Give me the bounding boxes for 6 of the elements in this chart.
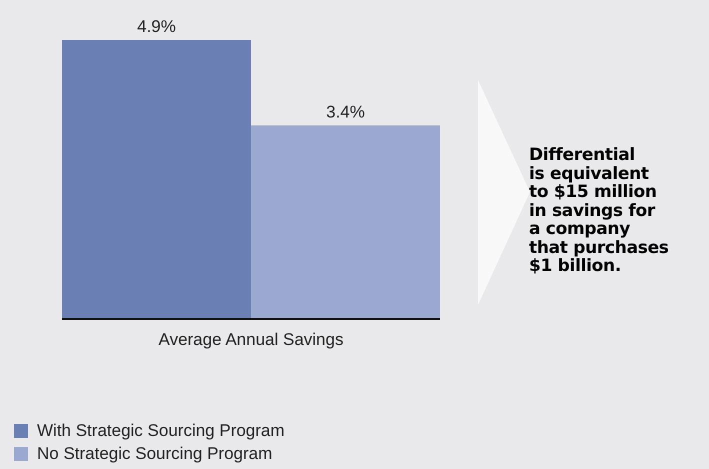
legend-label: No Strategic Sourcing Program [37, 443, 272, 465]
legend-label: With Strategic Sourcing Program [37, 420, 285, 442]
x-axis-title: Average Annual Savings [158, 330, 344, 349]
data-label: 4.9% [137, 17, 176, 36]
data-label: 3.4% [326, 102, 365, 122]
text: Differential is equivalent to $15 million in savings for a company that purchases $1 billion. [529, 145, 670, 276]
